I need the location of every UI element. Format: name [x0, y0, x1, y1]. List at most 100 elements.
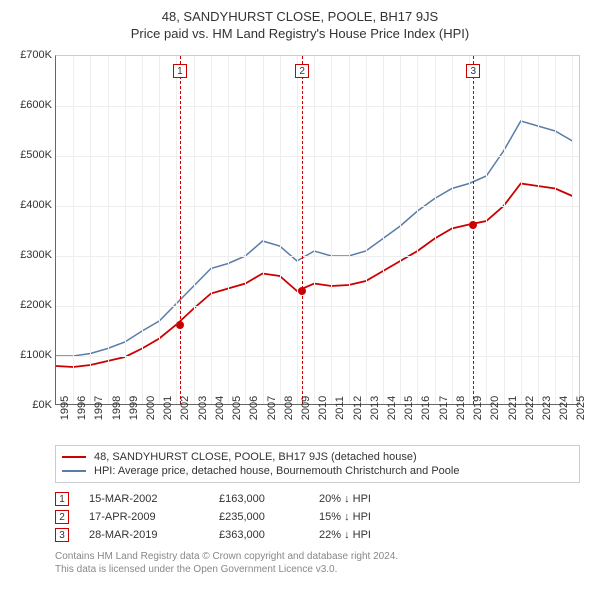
gridline-vertical — [228, 56, 229, 404]
x-axis-label: 1996 — [76, 396, 88, 420]
gridline-vertical — [73, 56, 74, 404]
y-axis-label: £600K — [2, 99, 52, 111]
x-axis-label: 1997 — [93, 396, 105, 420]
chart-footer: Contains HM Land Registry data © Crown c… — [55, 550, 398, 576]
legend-item: 48, SANDYHURST CLOSE, POOLE, BH17 9JS (d… — [62, 450, 573, 464]
sale-marker-line — [473, 56, 474, 404]
sales-row-price: £363,000 — [219, 529, 319, 541]
gridline-horizontal — [56, 256, 579, 257]
gridline-vertical — [383, 56, 384, 404]
x-axis-label: 2010 — [317, 396, 329, 420]
footer-line2: This data is licensed under the Open Gov… — [55, 563, 398, 576]
sales-row-price: £235,000 — [219, 511, 319, 523]
sales-row: 2 17-APR-2009£235,00015% ↓ HPI — [55, 508, 419, 526]
gridline-vertical — [176, 56, 177, 404]
chart-title: 48, SANDYHURST CLOSE, POOLE, BH17 9JS — [0, 0, 600, 26]
gridline-horizontal — [56, 206, 579, 207]
gridline-vertical — [263, 56, 264, 404]
gridline-vertical — [538, 56, 539, 404]
x-axis-label: 2003 — [197, 396, 209, 420]
y-axis-label: £700K — [2, 49, 52, 61]
x-axis-label: 2014 — [386, 396, 398, 420]
sales-row-number: 3 — [55, 528, 69, 542]
sale-marker-number: 2 — [295, 64, 309, 78]
sale-dot — [298, 287, 306, 295]
gridline-vertical — [90, 56, 91, 404]
gridline-vertical — [349, 56, 350, 404]
gridline-vertical — [194, 56, 195, 404]
sales-row-diff: 15% ↓ HPI — [319, 511, 419, 523]
sales-row-price: £163,000 — [219, 493, 319, 505]
gridline-horizontal — [56, 156, 579, 157]
x-axis-label: 2007 — [266, 396, 278, 420]
gridline-vertical — [366, 56, 367, 404]
y-axis-label: £300K — [2, 249, 52, 261]
x-axis-label: 2025 — [575, 396, 587, 420]
chart-legend: 48, SANDYHURST CLOSE, POOLE, BH17 9JS (d… — [55, 445, 580, 483]
gridline-vertical — [142, 56, 143, 404]
sales-row-diff: 22% ↓ HPI — [319, 529, 419, 541]
x-axis-label: 2020 — [489, 396, 501, 420]
gridline-vertical — [108, 56, 109, 404]
sales-row-diff: 20% ↓ HPI — [319, 493, 419, 505]
legend-swatch — [62, 456, 86, 458]
chart-container: 48, SANDYHURST CLOSE, POOLE, BH17 9JS Pr… — [0, 0, 600, 590]
legend-item: HPI: Average price, detached house, Bour… — [62, 464, 573, 478]
gridline-vertical — [211, 56, 212, 404]
chart-lines-svg — [56, 56, 579, 404]
sale-marker-number: 1 — [173, 64, 187, 78]
x-axis-label: 2006 — [248, 396, 260, 420]
x-axis-label: 2018 — [455, 396, 467, 420]
gridline-vertical — [331, 56, 332, 404]
x-axis-label: 2005 — [231, 396, 243, 420]
x-axis-label: 2008 — [283, 396, 295, 420]
sales-row-number: 2 — [55, 510, 69, 524]
x-axis-label: 2004 — [214, 396, 226, 420]
sale-dot — [469, 221, 477, 229]
sale-marker-number: 3 — [466, 64, 480, 78]
x-axis-label: 2000 — [145, 396, 157, 420]
x-axis-label: 2024 — [558, 396, 570, 420]
gridline-vertical — [400, 56, 401, 404]
gridline-vertical — [452, 56, 453, 404]
sales-row-date: 15-MAR-2002 — [89, 493, 219, 505]
gridline-vertical — [469, 56, 470, 404]
x-axis-label: 2021 — [507, 396, 519, 420]
x-axis-label: 2019 — [472, 396, 484, 420]
x-axis-label: 2011 — [334, 396, 346, 420]
gridline-vertical — [297, 56, 298, 404]
x-axis-label: 2022 — [524, 396, 536, 420]
gridline-vertical — [417, 56, 418, 404]
x-axis-label: 2015 — [403, 396, 415, 420]
legend-label: HPI: Average price, detached house, Bour… — [94, 465, 459, 477]
sale-marker-line — [180, 56, 181, 404]
chart-subtitle: Price paid vs. HM Land Registry's House … — [0, 26, 600, 45]
sales-row: 3 28-MAR-2019£363,00022% ↓ HPI — [55, 526, 419, 544]
gridline-horizontal — [56, 306, 579, 307]
sale-dot — [176, 321, 184, 329]
sales-row-date: 17-APR-2009 — [89, 511, 219, 523]
x-axis-label: 2013 — [369, 396, 381, 420]
sales-table: 1 15-MAR-2002£163,00020% ↓ HPI 2 17-APR-200… — [55, 490, 419, 544]
gridline-horizontal — [56, 106, 579, 107]
sales-row-date: 28-MAR-2019 — [89, 529, 219, 541]
y-axis-label: £200K — [2, 299, 52, 311]
gridline-vertical — [245, 56, 246, 404]
legend-swatch — [62, 470, 86, 472]
x-axis-label: 1995 — [59, 396, 71, 420]
gridline-vertical — [486, 56, 487, 404]
chart-plot-area: 1 2 3 — [55, 55, 580, 405]
x-axis-label: 2009 — [300, 396, 312, 420]
gridline-vertical — [521, 56, 522, 404]
sale-marker-line — [302, 56, 303, 404]
y-axis-label: £0K — [2, 399, 52, 411]
sales-row-number: 1 — [55, 492, 69, 506]
x-axis-label: 2002 — [179, 396, 191, 420]
x-axis-label: 1998 — [111, 396, 123, 420]
gridline-vertical — [572, 56, 573, 404]
x-axis-label: 2017 — [438, 396, 450, 420]
footer-line1: Contains HM Land Registry data © Crown c… — [55, 550, 398, 563]
gridline-vertical — [125, 56, 126, 404]
gridline-vertical — [159, 56, 160, 404]
gridline-vertical — [280, 56, 281, 404]
